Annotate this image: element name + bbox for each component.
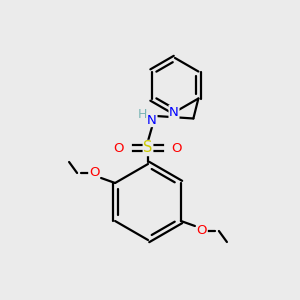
Text: O: O [172,142,182,154]
Text: S: S [143,140,153,155]
Text: H: H [137,107,147,121]
Text: N: N [169,106,179,118]
Text: O: O [114,142,124,154]
Text: N: N [147,113,157,127]
Text: O: O [89,167,99,179]
Text: O: O [197,224,207,238]
